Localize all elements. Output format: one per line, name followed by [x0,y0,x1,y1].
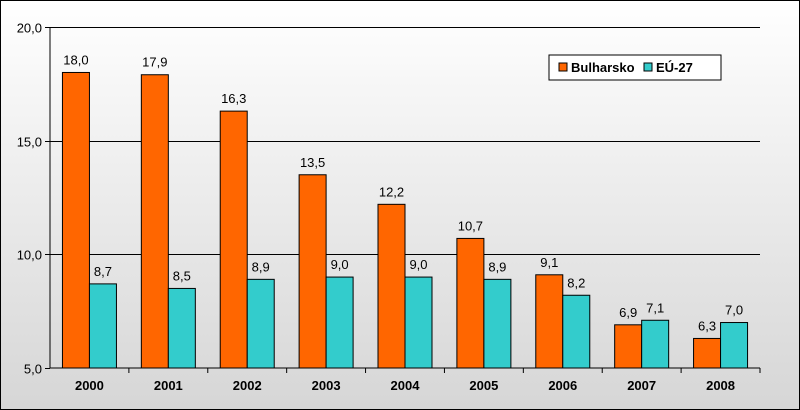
y-tick-label: 15,0 [17,135,42,150]
y-tick-label: 5,0 [24,362,42,377]
bar-eu27 [167,287,196,369]
bar-bulharsko [219,110,248,369]
data-label: 8,5 [173,268,191,283]
legend-swatch [643,62,653,72]
bar-eu27 [641,319,670,369]
x-tick-label: 2007 [627,378,656,393]
data-label: 16,3 [221,91,246,106]
data-label: 17,9 [142,55,167,70]
x-axis-ticks: 2000 2001 2002 2003 2004 2005 2006 2007 2008 [75,368,761,393]
data-label: 8,2 [567,275,585,290]
bar-eu27 [246,278,275,369]
bar-eu27 [404,276,433,369]
y-axis-ticks: 5,0 10,0 15,0 20,0 [17,21,50,377]
data-label: 6,3 [698,318,716,333]
legend: Bulharsko EÚ-27 [548,54,722,81]
data-labels: 18,0 8,7 17,9 8,5 16,3 8,9 13,5 9,0 12,2 9,0 10,7 8… [63,52,743,333]
data-label: 7,0 [725,303,743,318]
data-label: 9,0 [331,257,349,272]
data-label: 6,9 [619,305,637,320]
bar-eu27 [325,276,354,369]
x-tick-label: 2003 [312,378,341,393]
bar-eu27 [483,278,512,369]
bar-bulharsko [61,71,90,369]
data-label: 8,9 [252,259,270,274]
data-label: 9,1 [540,255,558,270]
data-label: 9,0 [409,257,427,272]
bar-bulharsko [298,174,327,369]
x-tick-label: 2004 [391,378,421,393]
bar-bulharsko [614,324,643,369]
data-label: 12,2 [379,184,404,199]
bar-bulharsko [140,74,169,369]
data-label: 8,9 [488,259,506,274]
x-tick-label: 2008 [706,378,735,393]
bars [61,71,749,369]
legend-box [548,54,722,81]
x-tick-label: 2005 [469,378,498,393]
y-tick-label: 10,0 [17,248,42,263]
bar-bulharsko [377,203,406,369]
bar-eu27 [562,294,591,369]
legend-swatch [558,62,568,72]
data-label: 10,7 [458,218,483,233]
bar-eu27 [88,283,117,369]
y-tick-label: 20,0 [17,21,42,36]
legend-label: Bulharsko [571,60,635,75]
x-tick-label: 2001 [154,378,183,393]
x-tick-label: 2002 [233,378,262,393]
x-tick-label: 2006 [548,378,577,393]
x-tick-label: 2000 [75,378,104,393]
legend-label: EÚ-27 [656,60,693,75]
data-label: 18,0 [63,52,88,67]
bar-bulharsko [693,337,722,369]
data-label: 13,5 [300,155,325,170]
bar-bulharsko [535,274,564,369]
data-label: 8,7 [94,264,112,279]
bar-eu27 [720,322,749,369]
bar-bulharsko [456,237,485,369]
data-label: 7,1 [646,300,664,315]
